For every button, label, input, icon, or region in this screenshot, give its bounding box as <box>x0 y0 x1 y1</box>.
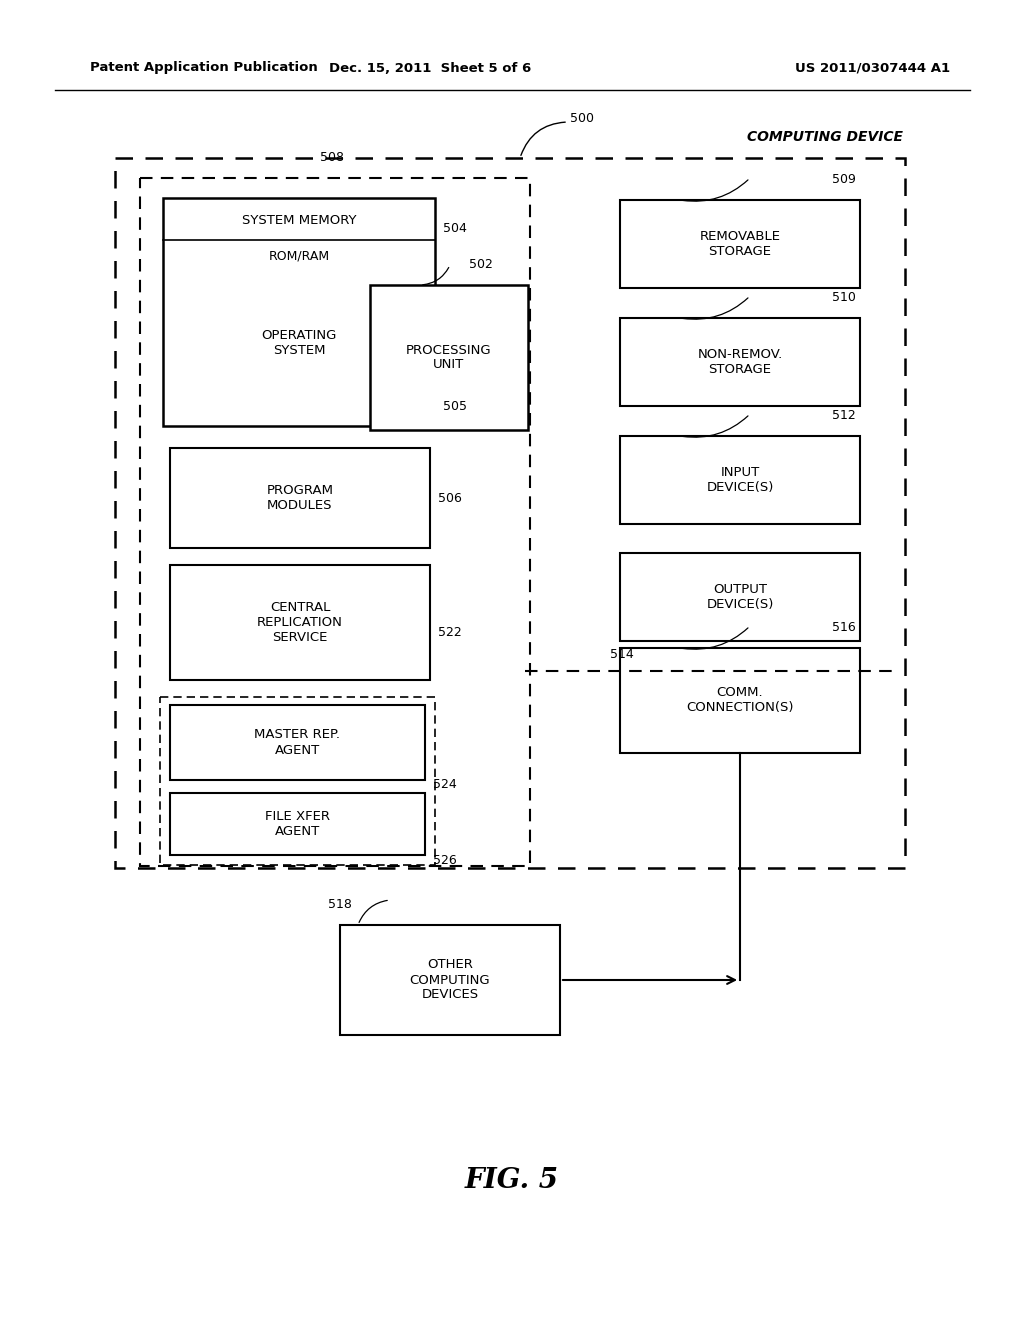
Bar <box>170 565 430 680</box>
Text: 500: 500 <box>570 111 594 124</box>
Bar <box>171 273 427 413</box>
Text: 506: 506 <box>438 491 462 504</box>
Bar <box>340 925 560 1035</box>
Text: COMPUTING DEVICE: COMPUTING DEVICE <box>746 129 903 144</box>
Bar <box>620 436 860 524</box>
Bar <box>170 447 430 548</box>
Bar <box>620 553 860 642</box>
Text: NON-REMOV.
STORAGE: NON-REMOV. STORAGE <box>697 348 782 376</box>
Text: REMOVABLE
STORAGE: REMOVABLE STORAGE <box>699 230 780 257</box>
Text: MASTER REP.
AGENT: MASTER REP. AGENT <box>255 729 341 756</box>
Text: COMM.
CONNECTION(S): COMM. CONNECTION(S) <box>686 686 794 714</box>
Text: 504: 504 <box>443 222 467 235</box>
Text: 516: 516 <box>833 620 856 634</box>
Text: INPUT
DEVICE(S): INPUT DEVICE(S) <box>707 466 774 494</box>
Text: 510: 510 <box>833 290 856 304</box>
Bar <box>140 178 530 866</box>
Bar <box>170 793 425 855</box>
Text: 524: 524 <box>433 779 457 792</box>
Text: 505: 505 <box>443 400 467 412</box>
Text: 512: 512 <box>833 409 856 422</box>
Text: PROGRAM
MODULES: PROGRAM MODULES <box>266 484 334 512</box>
Text: FIG. 5: FIG. 5 <box>465 1167 559 1193</box>
Text: OTHER
COMPUTING
DEVICES: OTHER COMPUTING DEVICES <box>410 958 490 1002</box>
Bar <box>170 705 425 780</box>
Text: 526: 526 <box>433 854 457 866</box>
Text: 502: 502 <box>469 257 493 271</box>
Text: 508: 508 <box>319 150 344 164</box>
Text: OPERATING
SYSTEM: OPERATING SYSTEM <box>261 329 337 356</box>
Text: CENTRAL
REPLICATION
SERVICE: CENTRAL REPLICATION SERVICE <box>257 601 343 644</box>
Text: SYSTEM MEMORY: SYSTEM MEMORY <box>242 214 356 227</box>
Text: FILE XFER
AGENT: FILE XFER AGENT <box>265 810 330 838</box>
Text: 514: 514 <box>610 648 634 661</box>
Text: OUTPUT
DEVICE(S): OUTPUT DEVICE(S) <box>707 583 774 611</box>
Bar <box>620 318 860 407</box>
Text: ROM/RAM: ROM/RAM <box>268 249 330 263</box>
Text: 522: 522 <box>438 626 462 639</box>
Text: PROCESSING
UNIT: PROCESSING UNIT <box>407 343 492 371</box>
Bar <box>115 158 905 869</box>
Text: Dec. 15, 2011  Sheet 5 of 6: Dec. 15, 2011 Sheet 5 of 6 <box>329 62 531 74</box>
Text: Patent Application Publication: Patent Application Publication <box>90 62 317 74</box>
Text: 509: 509 <box>833 173 856 186</box>
Bar <box>620 201 860 288</box>
Text: US 2011/0307444 A1: US 2011/0307444 A1 <box>795 62 950 74</box>
Bar <box>620 648 860 752</box>
Bar <box>160 697 435 865</box>
Bar <box>163 198 435 426</box>
Text: 518: 518 <box>328 898 352 911</box>
Bar <box>370 285 528 430</box>
